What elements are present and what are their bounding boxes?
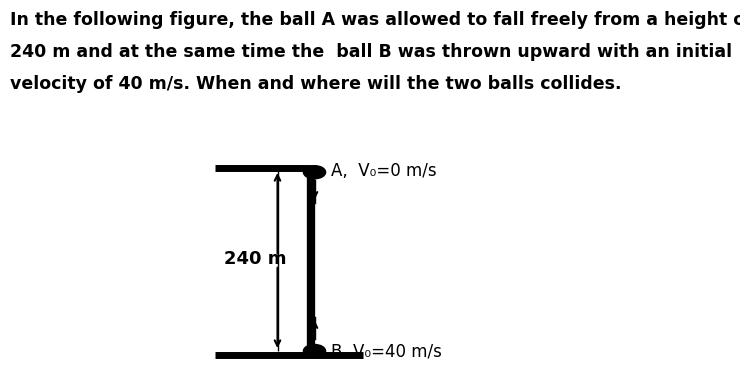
Text: 240 m and at the same time the  ball B was thrown upward with an initial: 240 m and at the same time the ball B wa… <box>10 43 732 61</box>
Text: A,  V₀=0 m/s: A, V₀=0 m/s <box>332 162 437 180</box>
Circle shape <box>303 344 326 358</box>
Text: velocity of 40 m/s. When and where will the two balls collides.: velocity of 40 m/s. When and where will … <box>10 75 621 93</box>
Text: B, V₀=40 m/s: B, V₀=40 m/s <box>332 343 442 361</box>
Text: 240 m: 240 m <box>224 250 286 268</box>
Circle shape <box>303 166 326 179</box>
Text: In the following figure, the ball A was allowed to fall freely from a height of: In the following figure, the ball A was … <box>10 11 740 29</box>
